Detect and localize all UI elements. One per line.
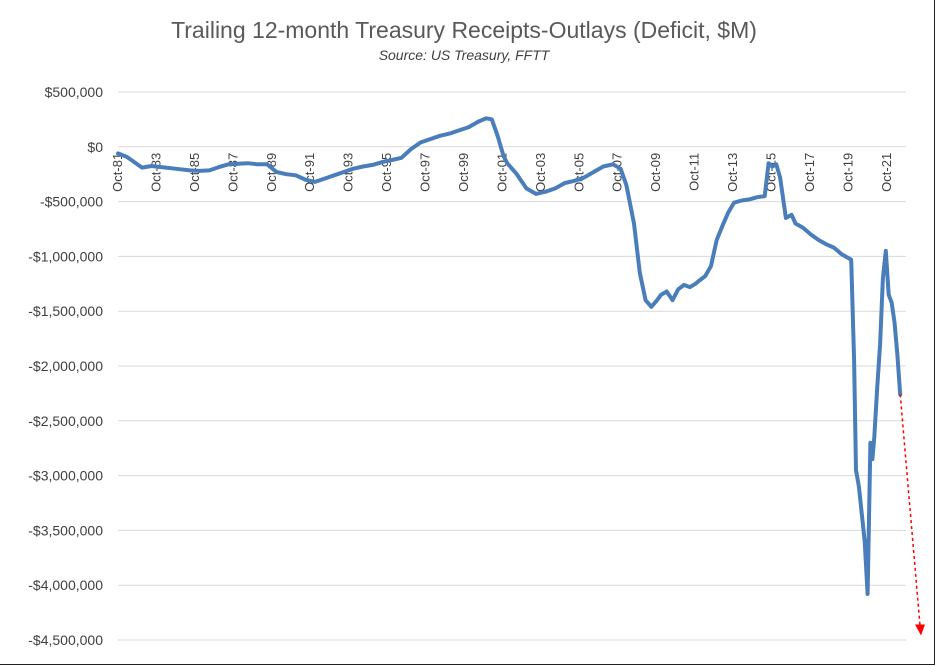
x-axis-tick-labels: Oct-81 Oct-83 Oct-85 Oct-87 Oct-89 Oct-91 Oct-… [110, 153, 894, 192]
x-tick-label: Oct-87 [225, 153, 240, 192]
chart-subtitle: Source: US Treasury, FFTT [378, 47, 550, 63]
y-tick-label: -$3,500,000 [28, 522, 103, 538]
x-tick-label: Oct-21 [879, 153, 894, 192]
x-tick-label: Oct-83 [148, 153, 163, 192]
x-tick-label: Oct-03 [533, 153, 548, 192]
gridlines [118, 91, 906, 641]
x-tick-label: Oct-13 [725, 153, 740, 192]
y-tick-label: -$4,000,000 [28, 577, 103, 593]
y-tick-label: -$500,000 [40, 194, 103, 210]
y-tick-label: $0 [87, 139, 103, 155]
y-tick-label: -$1,500,000 [28, 303, 103, 319]
y-tick-label: -$2,000,000 [28, 358, 103, 374]
x-tick-label: Oct-19 [840, 153, 855, 192]
y-tick-label: -$2,500,000 [28, 413, 103, 429]
x-tick-label: Oct-05 [571, 153, 586, 192]
x-tick-label: Oct-97 [418, 153, 433, 192]
series-layer [116, 116, 903, 596]
x-tick-label: Oct-91 [302, 153, 317, 192]
x-tick-label: Oct-11 [687, 153, 702, 191]
x-tick-label: Oct-17 [802, 153, 817, 192]
y-axis-tick-labels: $500,000 $0 -$500,000 -$1,000,000 -$1,500,00… [28, 84, 103, 648]
y-tick-label: -$3,000,000 [28, 468, 103, 484]
projection-arrowhead [915, 624, 925, 636]
y-tick-label: -$4,500,000 [28, 632, 103, 648]
x-tick-label: Oct-09 [648, 153, 663, 192]
chart-title: Trailing 12-month Treasury Receipts-Outl… [171, 17, 757, 43]
y-tick-label: -$1,000,000 [28, 248, 103, 264]
projection-line [899, 394, 921, 626]
x-tick-label: Oct-81 [110, 153, 125, 192]
projection-layer [899, 394, 925, 636]
y-tick-label: $500,000 [45, 84, 104, 100]
series-line [116, 116, 903, 596]
x-tick-label: Oct-99 [456, 153, 471, 192]
